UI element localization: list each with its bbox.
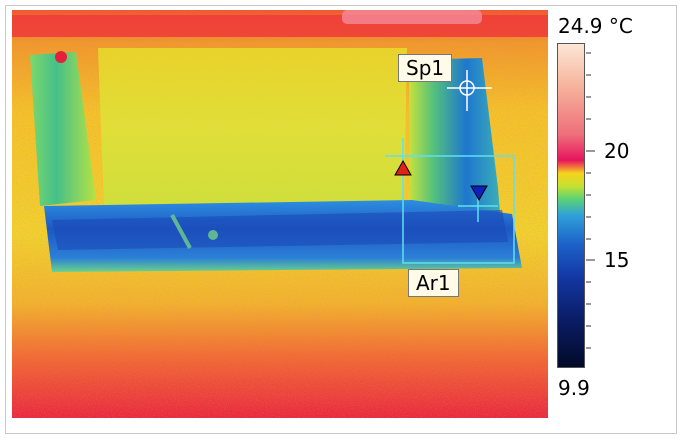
scale-tick-20: 20 [604,139,630,163]
temperature-color-bar [557,43,585,368]
color-bar-ticks [586,52,595,349]
hot-spot-marker-icon [394,160,412,176]
scale-min-label: 9.9 [558,376,590,400]
area-label-ar1: Ar1 [408,269,459,297]
scale-tick-15: 15 [604,248,630,272]
scale-max-label: 24.9 °C [558,14,633,38]
spot-label-sp1: Sp1 [398,54,453,82]
thermal-image [12,10,548,418]
cold-spot-marker-icon [470,185,488,201]
